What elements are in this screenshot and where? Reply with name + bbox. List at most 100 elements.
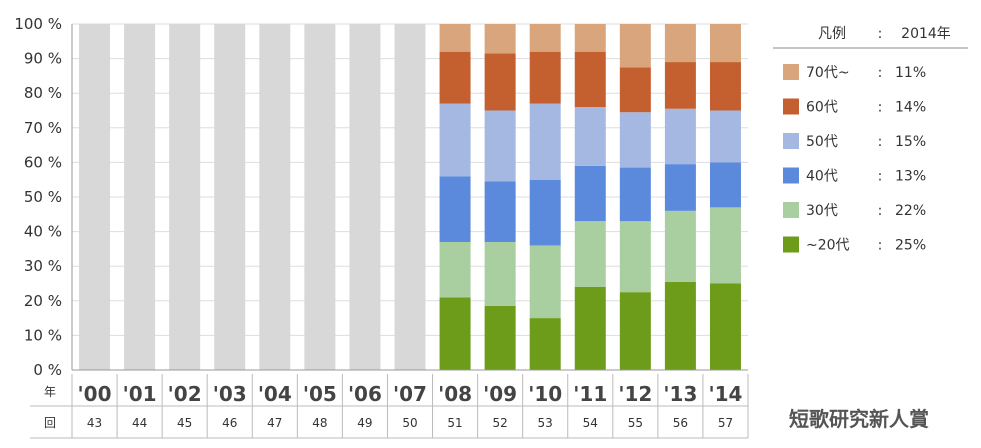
bar-segment	[529, 103, 561, 180]
legend-swatch	[783, 167, 799, 184]
round-label: 54	[583, 416, 598, 430]
bar-segment	[529, 51, 561, 104]
y-axis: 0 % 10 % 20 % 30 % 40 % 50 % 60 % 70 % 80 % 90 % 1…	[14, 15, 748, 379]
bar-segment	[619, 67, 651, 113]
bar-no-data	[79, 24, 111, 370]
bar-segment	[619, 112, 651, 168]
y-tick-label: 60 %	[24, 153, 62, 171]
bar-segment	[484, 110, 516, 182]
bar-no-data	[124, 24, 156, 370]
round-label: 45	[177, 416, 192, 430]
bar-segment	[664, 24, 696, 63]
legend-label: 70代~	[806, 65, 850, 81]
bar-segment	[709, 283, 741, 370]
legend-sep: :	[878, 169, 883, 185]
legend-header-year: 2014年	[901, 26, 951, 42]
round-label: 51	[447, 416, 462, 430]
bar-segment	[664, 164, 696, 211]
legend-value: 14%	[895, 100, 926, 116]
y-tick-label: 0 %	[33, 361, 62, 379]
bar-segment	[484, 305, 516, 370]
round-label: 56	[673, 416, 688, 430]
legend: 凡例:2014年70代~:11%60代:14%50代:15%40代:13%30代…	[773, 26, 968, 254]
round-row-header: 回	[44, 416, 56, 430]
round-label: 43	[87, 416, 102, 430]
legend-label: 60代	[806, 100, 838, 116]
bar-segment	[574, 51, 606, 108]
legend-swatch	[783, 64, 799, 80]
bar-segment	[709, 207, 741, 284]
bar-segment	[529, 245, 561, 319]
legend-sep: :	[878, 203, 883, 219]
x-tick-label: '02	[168, 382, 202, 406]
bar-segment	[619, 221, 651, 293]
bar-no-data	[394, 24, 426, 370]
legend-value: 25%	[895, 238, 926, 254]
x-tick-label: '07	[393, 382, 427, 406]
y-tick-label: 70 %	[24, 119, 62, 137]
bar-no-data	[169, 24, 201, 370]
category-table: 年回 '00 43 '01 44 '02 45 '03 46 '04 47 '05 48 '06 49 '07…	[30, 374, 749, 439]
y-tick-label: 10 %	[24, 326, 62, 344]
x-tick-label: '13	[663, 382, 697, 406]
y-tick-label: 30 %	[24, 257, 62, 275]
y-tick-label: 90 %	[24, 50, 62, 68]
round-label: 50	[402, 416, 417, 430]
x-tick-label: '10	[528, 382, 562, 406]
bar-segment	[574, 286, 606, 370]
x-tick-label: '14	[708, 382, 742, 406]
x-tick-label: '04	[258, 382, 292, 406]
bar-segment	[709, 24, 741, 63]
legend-sep: :	[878, 134, 883, 150]
bar-no-data	[304, 24, 336, 370]
legend-swatch	[783, 236, 799, 253]
bar-segment	[439, 103, 471, 177]
bar-segment	[574, 107, 606, 166]
legend-value: 11%	[895, 65, 926, 81]
legend-label: 30代	[806, 203, 838, 219]
bar-segment	[529, 24, 561, 52]
round-label: 57	[718, 416, 733, 430]
bar-segment	[619, 167, 651, 222]
legend-label: ~20代	[806, 238, 850, 254]
bar-segment	[664, 210, 696, 282]
bar-segment	[574, 24, 606, 52]
round-label: 46	[222, 416, 237, 430]
round-label: 53	[538, 416, 553, 430]
bar-segment	[619, 24, 651, 68]
x-tick-label: '06	[348, 382, 382, 406]
bar-segment	[709, 162, 741, 208]
legend-label: 40代	[806, 169, 838, 185]
legend-header-label: 凡例	[818, 26, 846, 42]
y-tick-label: 100 %	[14, 15, 62, 33]
x-tick-label: '01	[123, 382, 157, 406]
legend-header-sep: :	[878, 26, 883, 42]
legend-value: 13%	[895, 169, 926, 185]
x-tick-label: '09	[483, 382, 517, 406]
y-tick-label: 20 %	[24, 292, 62, 310]
x-tick-label: '03	[213, 382, 247, 406]
bar-segment	[439, 297, 471, 370]
legend-sep: :	[878, 238, 883, 254]
round-label: 47	[267, 416, 282, 430]
x-tick-label: '00	[78, 382, 112, 406]
bar-segment	[484, 241, 516, 306]
bar-segment	[484, 53, 516, 111]
bar-segment	[439, 241, 471, 298]
bar-segment	[574, 221, 606, 287]
legend-swatch	[783, 133, 799, 149]
year-row-header: 年	[44, 385, 56, 399]
x-tick-label: '08	[438, 382, 472, 406]
bar-no-data	[214, 24, 246, 370]
y-tick-label: 40 %	[24, 223, 62, 241]
bar-segment	[619, 292, 651, 370]
x-tick-label: '11	[573, 382, 607, 406]
bar-no-data	[259, 24, 291, 370]
round-label: 44	[132, 416, 147, 430]
bars	[79, 24, 741, 370]
bar-segment	[439, 24, 471, 52]
legend-sep: :	[878, 65, 883, 81]
bar-segment	[439, 51, 471, 104]
legend-value: 22%	[895, 203, 926, 219]
